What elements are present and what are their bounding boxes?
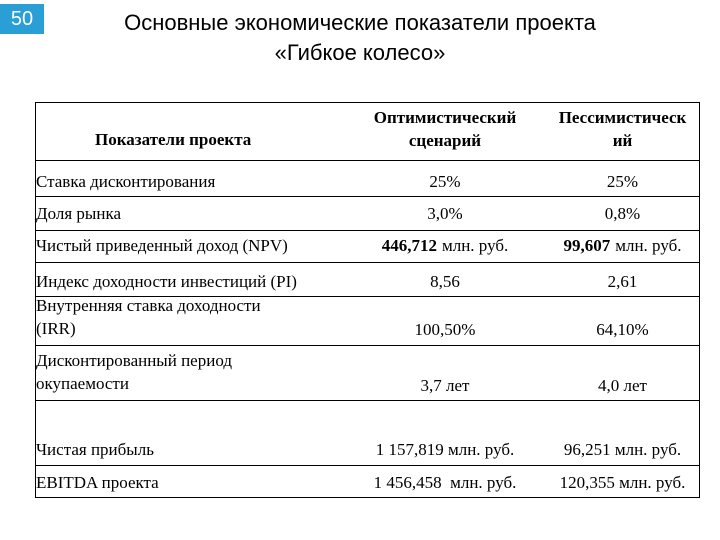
value-text: 64,10% bbox=[596, 320, 649, 339]
title: Основные экономические показатели проект… bbox=[124, 10, 596, 35]
value-cell: 96,251 млн. руб. bbox=[545, 438, 700, 461]
header-text: сценарий bbox=[408, 131, 482, 150]
row-label: EBITDA проекта bbox=[36, 471, 159, 494]
value-text: 3,7 лет bbox=[420, 376, 470, 395]
row-line bbox=[35, 296, 700, 297]
row-line bbox=[35, 160, 700, 161]
value-text: 120,355 млн. руб. bbox=[559, 473, 686, 492]
value-text: 2,61 bbox=[607, 272, 638, 291]
row-label: Чистая прибыль bbox=[36, 438, 154, 461]
value-text: 8,56 bbox=[430, 272, 460, 291]
value-cell: 64,10% bbox=[545, 318, 700, 341]
value-cell: 3,0% bbox=[345, 202, 545, 225]
value-text: 25% bbox=[429, 172, 461, 191]
value-cell: 3,7 лет bbox=[345, 374, 545, 397]
value-number: 446,712 bbox=[381, 236, 437, 255]
row-label: Внутренняя ставка доходности (IRR) bbox=[36, 294, 261, 340]
header-cell: Показатели проекта bbox=[95, 128, 251, 151]
value-cell: 100,50% bbox=[345, 318, 545, 341]
label-text: (IRR) bbox=[36, 319, 76, 338]
row-line bbox=[35, 196, 700, 197]
value-cell: 99,607 млн. руб. bbox=[545, 234, 700, 257]
value-cell: 1 456,458 млн. руб. bbox=[345, 471, 545, 494]
value-text: 25% bbox=[606, 172, 639, 191]
value-cell: 25% bbox=[545, 170, 700, 193]
value-unit: млн. руб. bbox=[615, 236, 682, 255]
value-text: 3,0% bbox=[427, 204, 463, 223]
value-cell: 120,355 млн. руб. bbox=[545, 471, 700, 494]
value-cell: 4,0 лет bbox=[545, 374, 700, 397]
table-border bbox=[35, 102, 36, 498]
value-text: 1 456,458 млн. руб. bbox=[373, 473, 517, 492]
row-label: Ставка дисконтирования bbox=[36, 170, 215, 193]
table-border bbox=[35, 102, 700, 103]
header-text: Показатели проекта bbox=[95, 130, 252, 149]
header-text: Оптимистический bbox=[373, 108, 517, 127]
label-text: Дисконтированный период bbox=[36, 351, 232, 370]
row-label: Доля рынка bbox=[36, 202, 121, 225]
label-text: Чистая прибыль bbox=[36, 440, 154, 459]
header-cell: Пессимистическ ий bbox=[545, 106, 700, 152]
value-text: 4,0 лет bbox=[598, 376, 647, 395]
row-line bbox=[35, 230, 700, 231]
row-line bbox=[35, 345, 700, 346]
value-unit: млн. руб. bbox=[441, 236, 509, 255]
row-label: Чистый приведенный доход (NPV) bbox=[36, 234, 288, 257]
value-cell: 0,8% bbox=[545, 202, 700, 225]
header-text: ий bbox=[612, 131, 633, 150]
label-text: Ставка дисконтирования bbox=[36, 172, 216, 191]
table-border bbox=[699, 102, 700, 498]
row-line bbox=[35, 465, 700, 466]
label-text: окупаемости bbox=[36, 374, 129, 393]
value-text: 1 157,819 млн. руб. bbox=[375, 440, 515, 459]
row-line bbox=[35, 497, 700, 498]
row-label: Дисконтированный период окупаемости bbox=[36, 349, 232, 395]
slide-number: 50 bbox=[0, 4, 44, 34]
value-cell: 446,712 млн. руб. bbox=[345, 234, 545, 257]
row-line bbox=[35, 400, 700, 401]
row-label: Индекс доходности инвестиций (PI) bbox=[36, 270, 297, 293]
label-text: Внутренняя ставка доходности bbox=[36, 296, 261, 315]
value-cell: 25% bbox=[345, 170, 545, 193]
value-number: 99,607 bbox=[563, 236, 611, 255]
label-text: EBITDA проекта bbox=[36, 473, 159, 492]
row-line bbox=[35, 262, 700, 263]
title: «Гибкое колесо» bbox=[274, 40, 446, 65]
value-text: 0,8% bbox=[604, 204, 641, 223]
label-text: Чистый приведенный доход (NPV) bbox=[36, 236, 288, 255]
header-text: Пессимистическ bbox=[558, 108, 687, 127]
value-cell: 1 157,819 млн. руб. bbox=[345, 438, 545, 461]
value-cell: 2,61 bbox=[545, 270, 700, 293]
header-cell: Оптимистический сценарий bbox=[345, 106, 545, 152]
value-text: 96,251 млн. руб. bbox=[563, 440, 682, 459]
value-cell: 8,56 bbox=[345, 270, 545, 293]
value-text: 100,50% bbox=[414, 320, 476, 339]
label-text: Доля рынка bbox=[36, 204, 121, 223]
label-text: Индекс доходности инвестиций (PI) bbox=[36, 272, 297, 291]
